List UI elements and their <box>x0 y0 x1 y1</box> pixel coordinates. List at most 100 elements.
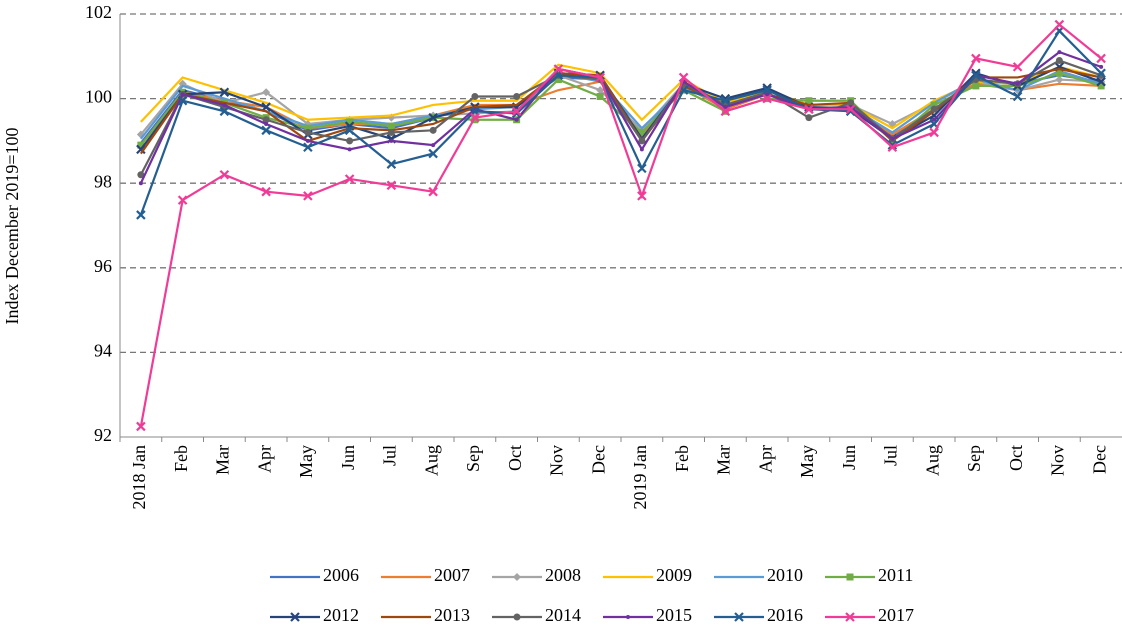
marker <box>1055 75 1064 84</box>
marker <box>847 99 855 107</box>
marker <box>804 104 814 114</box>
marker <box>972 82 980 90</box>
x-tick-label: Dec <box>588 445 608 474</box>
marker <box>136 144 146 155</box>
line <box>140 69 1102 140</box>
marker <box>765 92 770 97</box>
line <box>139 50 1102 184</box>
x-tick-label: May <box>296 445 316 478</box>
marker <box>887 142 898 153</box>
marker <box>219 87 230 98</box>
legend-label: 2010 <box>767 565 803 585</box>
x-tick-label: 2018 Jan <box>129 445 149 510</box>
marker <box>1097 82 1105 90</box>
marker <box>805 114 813 122</box>
marker <box>387 128 395 136</box>
marker <box>262 116 270 124</box>
x-tick-label: Mar <box>213 445 233 475</box>
x-tick-label: Oct <box>505 445 525 471</box>
line <box>139 23 1102 427</box>
marker <box>554 76 562 84</box>
marker <box>177 95 188 106</box>
marker <box>386 180 397 191</box>
legend-label: 2012 <box>323 605 359 625</box>
marker <box>428 186 438 197</box>
x-tick-label: 2019 Jan <box>630 445 650 510</box>
marker <box>222 102 227 107</box>
legend-label: 2009 <box>656 565 692 585</box>
marker <box>845 612 855 622</box>
marker <box>1099 64 1104 69</box>
marker <box>219 106 230 117</box>
x-tick-label: Nov <box>547 445 567 476</box>
series <box>140 63 1102 130</box>
y-tick-label: 98 <box>94 171 112 191</box>
marker <box>305 138 310 143</box>
marker <box>637 191 647 201</box>
marker <box>929 127 939 138</box>
marker <box>219 169 230 180</box>
legend-label: 2013 <box>434 605 470 625</box>
marker <box>386 159 397 169</box>
marker <box>932 117 937 122</box>
x-tick-label: Oct <box>1006 445 1026 471</box>
marker <box>720 93 731 104</box>
y-tick-label: 92 <box>94 425 112 445</box>
y-axis-label: Index December 2019=100 <box>2 127 22 324</box>
marker <box>471 92 479 100</box>
legend-label: 2008 <box>545 565 581 585</box>
x-tick-label: Dec <box>1089 445 1109 474</box>
legend-label: 2015 <box>656 605 692 625</box>
marker <box>137 141 145 149</box>
marker <box>1096 76 1106 87</box>
series <box>140 69 1102 140</box>
marker <box>513 92 521 100</box>
marker <box>887 140 898 150</box>
marker <box>595 72 605 83</box>
marker <box>626 615 630 619</box>
marker <box>637 163 647 174</box>
marker <box>930 105 938 113</box>
marker <box>513 613 521 621</box>
marker <box>138 181 143 186</box>
line <box>139 29 1102 216</box>
x-tick-label: Apr <box>254 445 274 473</box>
marker <box>1055 69 1063 77</box>
legend-label: 2006 <box>323 565 359 585</box>
x-tick-label: Sep <box>463 445 483 472</box>
x-tick-label: Apr <box>755 445 775 473</box>
marker <box>1096 53 1106 64</box>
marker <box>1057 50 1062 55</box>
marker <box>344 174 355 184</box>
marker <box>303 191 313 201</box>
marker <box>930 101 938 109</box>
marker <box>177 195 188 205</box>
marker <box>428 148 438 159</box>
series <box>139 67 1102 155</box>
marker <box>136 210 146 220</box>
marker <box>344 125 355 136</box>
marker <box>734 612 744 622</box>
marker <box>304 124 312 132</box>
line <box>139 59 1102 176</box>
line <box>139 67 1102 155</box>
marker <box>389 138 394 143</box>
x-tick-label: Nov <box>1048 445 1068 476</box>
marker <box>346 118 354 126</box>
marker <box>1055 57 1063 65</box>
marker <box>428 112 438 123</box>
marker <box>180 92 185 97</box>
marker <box>387 122 395 130</box>
marker <box>1054 19 1065 30</box>
marker <box>470 112 480 123</box>
marker <box>596 86 605 95</box>
marker <box>431 143 436 148</box>
marker <box>346 137 354 145</box>
legend-label: 2014 <box>545 605 581 625</box>
x-tick-label: Jul <box>380 445 400 466</box>
x-tick-label: Feb <box>672 445 692 472</box>
marker <box>261 125 271 136</box>
marker <box>264 121 269 126</box>
y-tick-label: 100 <box>85 87 112 107</box>
